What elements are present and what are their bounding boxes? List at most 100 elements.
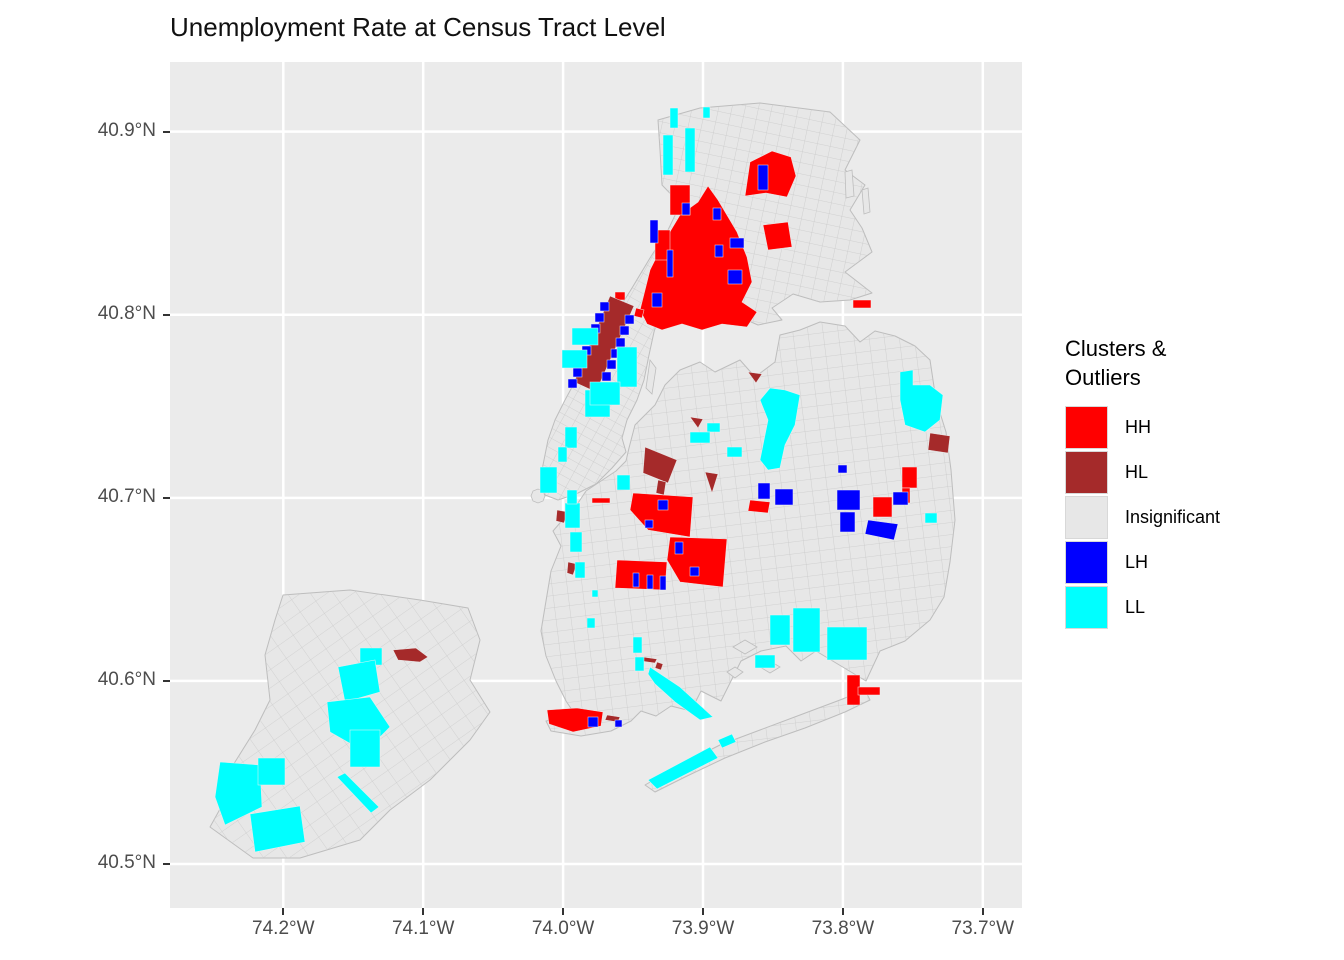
cluster-LH	[619, 325, 630, 336]
y-tick-mark	[163, 130, 170, 133]
jamaica-bay-island-1	[732, 639, 758, 655]
cluster-LL	[336, 772, 380, 814]
cluster-LH	[864, 519, 899, 541]
cluster-LL	[359, 647, 383, 666]
hart-island	[861, 187, 871, 215]
y-tick-mark	[163, 679, 170, 682]
x-tick-mark	[282, 908, 285, 915]
legend-item-Insignificant: Insignificant	[1065, 496, 1335, 539]
y-tick-mark	[163, 863, 170, 866]
cluster-LL	[561, 349, 588, 369]
cluster-LL	[564, 502, 581, 529]
cluster-LL	[924, 512, 938, 524]
cluster-LL	[662, 134, 674, 176]
cluster-LL	[647, 666, 714, 721]
cluster-LL	[769, 614, 791, 646]
cluster-LL	[564, 426, 578, 449]
cluster-HH	[852, 299, 872, 309]
cluster-HL	[642, 446, 678, 484]
cluster-LH	[712, 207, 722, 221]
roosevelt-island	[645, 358, 657, 395]
cluster-HH	[654, 229, 671, 261]
cluster-LL	[702, 106, 711, 119]
cluster-LH	[837, 464, 848, 474]
legend-label-Insignificant: Insignificant	[1125, 507, 1221, 527]
legend-swatch-HL	[1065, 451, 1108, 494]
legend-label-HL: HL	[1125, 462, 1149, 482]
cluster-LH	[666, 249, 674, 278]
jamaica-bay-island-3	[726, 666, 744, 679]
cluster-LL	[717, 733, 737, 749]
cluster-LH	[614, 719, 623, 728]
legend-swatch-LH	[1065, 541, 1108, 584]
cluster-LL	[616, 474, 631, 491]
cluster-LL	[754, 654, 776, 669]
nyc-choropleth-map	[170, 62, 1022, 908]
x-tick-mark	[422, 908, 425, 915]
legend-item-HH: HH	[1065, 406, 1335, 449]
cluster-LH	[657, 499, 669, 511]
legend-label-HH: HH	[1125, 417, 1151, 437]
cluster-HL	[747, 371, 763, 384]
cluster-HL	[704, 471, 719, 494]
cluster-LH	[757, 482, 771, 500]
x-tick-label: 73.7°W	[951, 918, 1015, 939]
cluster-LL	[569, 531, 583, 553]
cluster-HH	[614, 559, 668, 591]
y-tick-label: 40.5°N	[97, 852, 156, 874]
cluster-LH	[757, 164, 769, 191]
cluster-LH	[624, 314, 635, 325]
cluster-LL	[632, 636, 643, 654]
legend-swatch-HH	[1065, 406, 1108, 449]
cluster-LL	[566, 489, 578, 505]
legend-keys: HH HL Insignificant LH LL	[1065, 406, 1335, 629]
cluster-LH	[651, 292, 663, 308]
cluster-LH	[632, 572, 640, 588]
legend-label-LL: LL	[1125, 597, 1146, 617]
cluster-LL	[759, 387, 801, 471]
cluster-LH	[572, 367, 583, 378]
cluster-LH	[689, 566, 700, 577]
cluster-LH	[892, 491, 909, 506]
legend-title: Clusters & Outliers	[1065, 336, 1167, 390]
cluster-HH	[901, 466, 918, 489]
legend-swatch-LL	[1065, 586, 1108, 629]
y-tick-label: 40.7°N	[97, 485, 156, 507]
cluster-LL	[647, 746, 719, 790]
legend-item-LH: LH	[1065, 541, 1335, 584]
cluster-LL	[689, 431, 711, 444]
cluster-LH	[714, 244, 724, 258]
cluster-LL	[616, 346, 638, 388]
cluster-LH	[774, 488, 794, 506]
y-tick-mark	[163, 496, 170, 499]
cluster-LH	[727, 269, 743, 285]
cluster-LH	[594, 312, 605, 323]
cluster-LL	[249, 805, 306, 853]
x-tick-label: 73.9°W	[671, 918, 735, 939]
cluster-LL	[706, 422, 721, 433]
y-tick-mark	[163, 313, 170, 316]
cluster-LH	[681, 202, 691, 216]
cluster-LL	[826, 626, 868, 661]
city-island	[844, 169, 855, 199]
x-tick-mark	[702, 908, 705, 915]
x-tick-mark	[981, 908, 984, 915]
cluster-LL	[669, 107, 679, 129]
legend-item-HL: HL	[1065, 451, 1335, 494]
y-tick-label: 40.6°N	[97, 668, 156, 690]
cluster-LH	[674, 541, 684, 555]
cluster-HL	[655, 479, 667, 496]
x-tick-label: 74.1°W	[391, 918, 455, 939]
x-tick-label: 73.8°W	[811, 918, 875, 939]
cluster-LL	[684, 127, 696, 173]
cluster-HH	[747, 499, 771, 514]
cluster-LH	[839, 511, 856, 533]
cluster-HL	[566, 561, 578, 576]
cluster-LL	[792, 607, 821, 653]
plot-panel	[170, 62, 1022, 908]
cluster-LH	[646, 574, 654, 590]
cluster-LH	[836, 489, 861, 511]
cluster-HL	[392, 647, 429, 663]
legend-swatch-Insignificant	[1065, 496, 1108, 539]
